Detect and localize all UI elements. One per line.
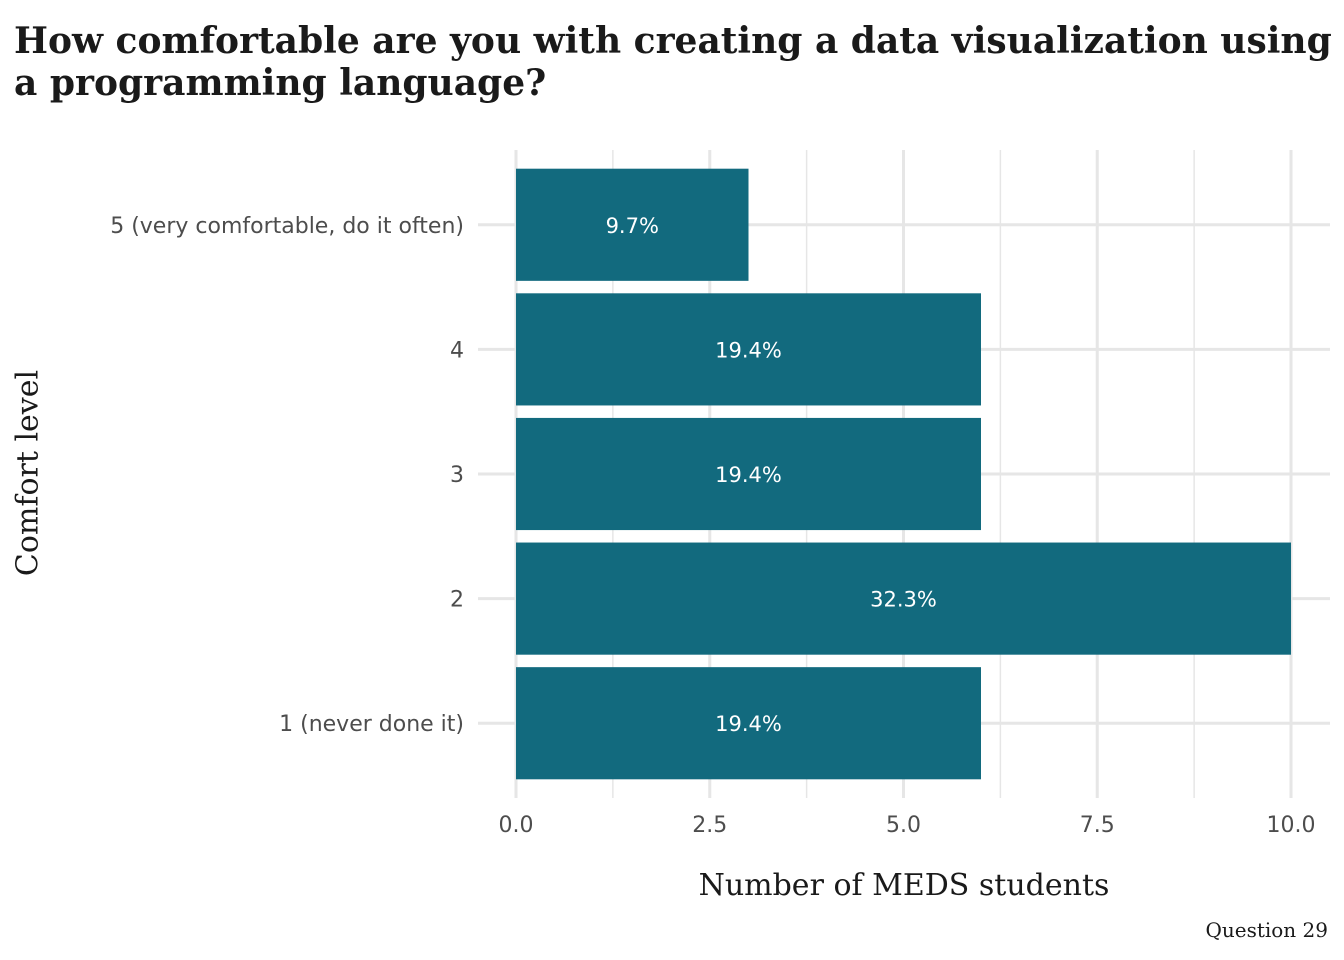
chart-title: How comfortable are you with creating a … <box>14 20 1332 104</box>
bar <box>516 667 981 780</box>
y-tick-label: 1 (never done it) <box>279 712 464 737</box>
caption: Question 29 <box>1205 918 1328 942</box>
y-tick-label: 2 <box>450 588 464 613</box>
y-axis-label: Comfort level <box>10 369 46 577</box>
bar <box>516 293 981 406</box>
bar <box>516 168 749 281</box>
y-tick-label: 5 (very comfortable, do it often) <box>110 214 464 239</box>
bar-value-label: 19.4% <box>715 463 782 487</box>
x-tick-label: 2.5 <box>692 813 727 838</box>
x-tick-label: 5.0 <box>886 813 921 838</box>
bar-value-label: 19.4% <box>715 338 782 362</box>
x-tick-label: 0.0 <box>499 813 534 838</box>
bar <box>516 542 1291 655</box>
x-tick-label: 10.0 <box>1267 813 1316 838</box>
bar-value-label: 32.3% <box>870 588 937 612</box>
bar <box>516 417 981 531</box>
bar-value-label: 19.4% <box>715 712 782 736</box>
y-tick-label: 4 <box>450 338 464 363</box>
x-axis-label: Number of MEDS students <box>698 868 1110 903</box>
bar-value-label: 9.7% <box>606 214 659 238</box>
x-tick-label: 7.5 <box>1080 813 1115 838</box>
y-tick-label: 3 <box>450 463 464 488</box>
